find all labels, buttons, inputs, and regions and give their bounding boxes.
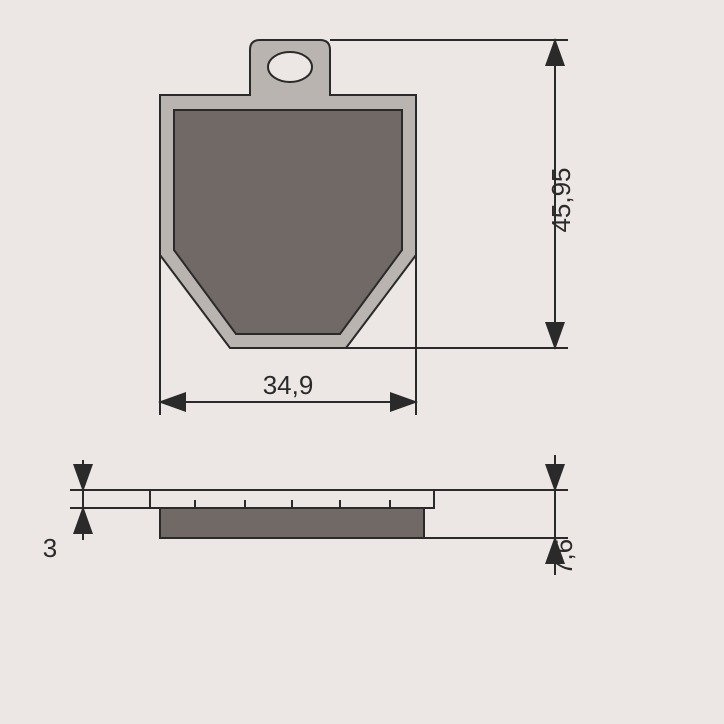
dim-height-label: 45,95 [546, 167, 576, 232]
technical-drawing: 45,95 34,9 7,6 3 [0, 0, 724, 724]
brake-pad-side-view [150, 490, 434, 538]
dim-backing-label: 3 [43, 533, 57, 563]
dim-width-label: 34,9 [263, 370, 314, 400]
dim-backing: 3 [43, 460, 160, 563]
dim-thickness-label: 7,6 [548, 539, 578, 575]
brake-pad-top-view [160, 40, 416, 348]
dim-thickness-total: 7,6 [424, 455, 578, 575]
mounting-hole [268, 52, 312, 82]
